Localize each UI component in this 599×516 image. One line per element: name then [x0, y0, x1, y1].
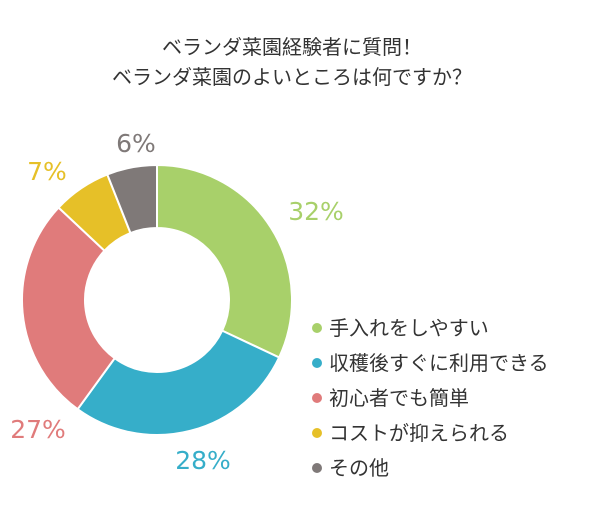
legend-marker-3 — [312, 393, 322, 403]
legend-label-4: コストが抑えられる — [329, 421, 509, 445]
percent-label-5: 6% — [116, 129, 156, 158]
chart-title-line-2: ベランダ菜園のよいところは何ですか？ — [112, 65, 472, 89]
legend-marker-1 — [312, 323, 322, 333]
percent-labels: 32% 28% 27% 7% 6% — [10, 129, 344, 475]
legend-label-2: 収穫後すぐに利用できる — [329, 351, 549, 375]
percent-label-3: 27% — [10, 415, 66, 444]
donut-slice-3 — [21, 206, 117, 411]
percent-label-4: 7% — [27, 157, 67, 186]
donut-slices — [21, 163, 293, 436]
donut-slice-2 — [76, 329, 281, 436]
donut-slice-5 — [106, 163, 158, 235]
chart-title-line-1: ベランダ菜園経験者に質問！ — [162, 35, 422, 59]
legend-label-1: 手入れをしやすい — [329, 316, 489, 340]
percent-label-1: 32% — [288, 197, 344, 226]
legend-marker-5 — [312, 463, 322, 473]
percent-label-2: 28% — [175, 446, 231, 475]
legend-label-5: その他 — [329, 456, 389, 480]
legend-marker-4 — [312, 428, 322, 438]
legend-marker-2 — [312, 358, 322, 368]
donut-slice-1 — [156, 163, 293, 359]
legend-label-3: 初心者でも簡単 — [329, 386, 469, 410]
